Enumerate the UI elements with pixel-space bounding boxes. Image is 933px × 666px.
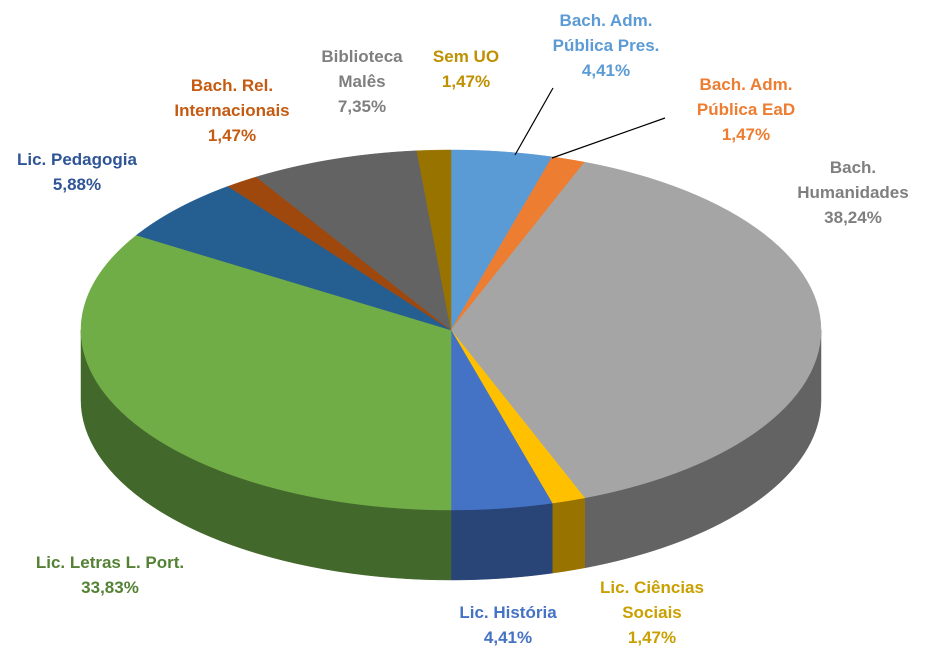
leader-line (551, 117, 666, 159)
category-label: Bach. Adm. Pública Pres. (552, 11, 660, 55)
slice (450, 329, 586, 504)
slice (450, 149, 553, 331)
value-label: 1,47% (627, 628, 677, 647)
value-label: 4,41% (581, 61, 631, 80)
value-label: 1,47% (207, 126, 257, 145)
data-label: Biblioteca Malês 7,35% (307, 44, 417, 119)
data-label: Lic. Pedagogia 5,88% (0, 147, 157, 197)
slice (227, 176, 452, 331)
data-label: Lic. Letras L. Port. 33,83% (0, 550, 225, 600)
value-label: 1,47% (441, 72, 491, 91)
data-label: Bach. Adm. Pública Pres. 4,41% (531, 8, 681, 83)
slice (416, 149, 452, 331)
slice (255, 150, 452, 331)
value-label: 4,41% (483, 628, 533, 647)
slice (135, 186, 452, 331)
data-label: Lic. História 4,41% (428, 600, 588, 650)
slice (450, 329, 553, 511)
category-label: Lic. Ciências Sociais (600, 578, 704, 622)
category-label: Lic. História (459, 603, 557, 622)
category-label: Lic. Pedagogia (17, 150, 137, 169)
slice-side (551, 497, 585, 574)
leader-line (514, 87, 554, 156)
category-label: Biblioteca Malês (321, 47, 403, 91)
data-label: Bach. Adm. Pública EaD 1,47% (676, 72, 816, 147)
data-label: Bach. Humanidades 38,24% (773, 155, 933, 230)
category-label: Sem UO (432, 47, 500, 66)
category-label: Bach. Adm. Pública EaD (696, 75, 796, 119)
slice (80, 234, 452, 511)
slice (450, 161, 822, 499)
value-label: 33,83% (81, 578, 139, 597)
data-label: Lic. Ciências Sociais 1,47% (577, 575, 727, 650)
value-label: 38,24% (824, 208, 882, 227)
value-label: 5,88% (52, 175, 102, 194)
value-label: 7,35% (337, 97, 387, 116)
slice-side (450, 502, 553, 581)
data-label: Sem UO 1,47% (421, 44, 511, 94)
category-label: Lic. Letras L. Port. (35, 553, 185, 572)
value-label: 1,47% (721, 125, 771, 144)
category-label: Bach. Rel. Internacionais (174, 76, 290, 120)
data-label: Bach. Rel. Internacionais 1,47% (152, 73, 312, 148)
category-label: Bach. Humanidades (797, 158, 909, 202)
slice (450, 156, 586, 331)
